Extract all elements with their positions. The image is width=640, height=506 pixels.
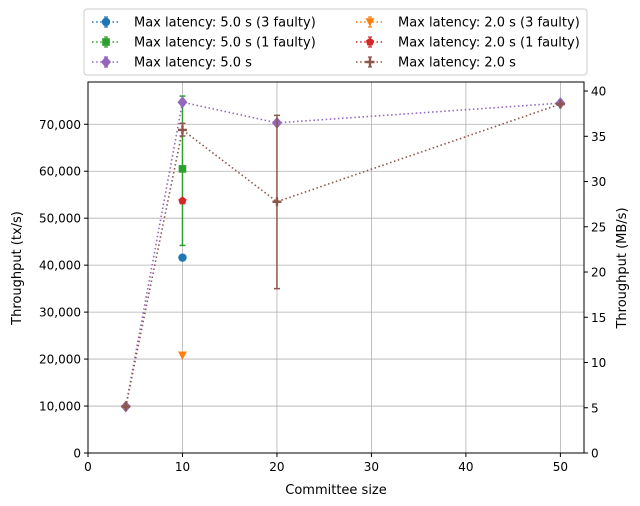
y-right-tick-label: 25 (591, 220, 606, 234)
legend-label: Max latency: 2.0 s (3 faulty) (398, 16, 580, 31)
legend-marker (101, 17, 111, 27)
legend-label: Max latency: 5.0 s (134, 56, 252, 71)
data-point (177, 96, 188, 109)
x-tick-label: 0 (84, 460, 92, 474)
y-tick-label: 10,000 (39, 400, 81, 414)
y-tick-label: 30,000 (39, 306, 81, 320)
legend-label: Max latency: 5.0 s (3 faulty) (134, 16, 316, 31)
series-layer (120, 95, 566, 413)
y-tick-label: 40,000 (39, 259, 81, 273)
legend-entry: Max latency: 5.0 s (92, 56, 252, 71)
legend-marker (365, 37, 375, 46)
data-point (178, 196, 187, 205)
grid-lines (87, 82, 584, 454)
legend-label: Max latency: 5.0 s (1 faulty) (134, 36, 316, 51)
series-1 (178, 253, 187, 262)
legend-marker (365, 18, 375, 27)
y-right-tick-label: 15 (591, 311, 606, 325)
y-right-tick-label: 0 (591, 447, 599, 461)
data-point (177, 125, 187, 135)
plot-frame (87, 81, 585, 454)
y-axis-label: Throughput (tx/s) (10, 211, 25, 326)
x-tick-label: 30 (364, 460, 379, 474)
data-point (178, 253, 187, 262)
data-point (177, 351, 187, 360)
series-line (125, 103, 561, 407)
axes-layer: 0 10 20 30 40 50010,00020,00030,00040,00050,0… (39, 85, 606, 474)
series-4 (178, 196, 187, 205)
series-line (125, 101, 561, 407)
x-axis-label: Committee size (285, 483, 387, 498)
x-tick-label: 50 (553, 460, 568, 474)
legend-marker (365, 57, 375, 67)
series-3 (178, 95, 187, 247)
legend-marker (102, 38, 110, 46)
y-right-tick-label: 35 (591, 130, 606, 144)
legend-entry: Max latency: 2.0 s (1 faulty) (356, 36, 580, 51)
y-axis-right-label: Throughput (MB/s) (615, 207, 630, 329)
y-right-tick-label: 5 (591, 401, 599, 415)
data-point (555, 99, 565, 109)
y-right-tick-label: 10 (591, 356, 606, 370)
series-6 (121, 99, 565, 412)
y-right-tick-label: 20 (591, 266, 606, 280)
data-point (272, 197, 282, 207)
y-right-tick-label: 40 (591, 85, 606, 99)
legend-entry: Max latency: 5.0 s (1 faulty) (92, 36, 316, 51)
y-right-tick-label: 30 (591, 175, 606, 189)
legend-label: Max latency: 2.0 s (1 faulty) (398, 36, 580, 51)
series-2 (177, 351, 187, 360)
legend: Max latency: 5.0 s (3 faulty) Max latency… (83, 8, 588, 76)
x-tick-label: 10 (175, 460, 190, 474)
y-tick-label: 50,000 (39, 212, 81, 226)
x-tick-label: 40 (458, 460, 473, 474)
legend-label: Max latency: 2.0 s (398, 56, 516, 71)
legend-frame (83, 8, 588, 76)
y-tick-label: 70,000 (39, 118, 81, 132)
x-tick-label: 20 (269, 460, 284, 474)
data-point (178, 165, 187, 173)
legend-entry: Max latency: 2.0 s (3 faulty) (356, 16, 580, 31)
y-tick-label: 20,000 (39, 353, 81, 367)
y-tick-label: 60,000 (39, 165, 81, 179)
legend-entry: Max latency: 5.0 s (3 faulty) (92, 16, 316, 31)
legend-entry: Max latency: 2.0 s (356, 56, 516, 71)
series-5 (120, 96, 566, 413)
legend-marker (101, 56, 111, 68)
data-point (121, 402, 131, 412)
y-tick-label: 0 (73, 447, 81, 461)
